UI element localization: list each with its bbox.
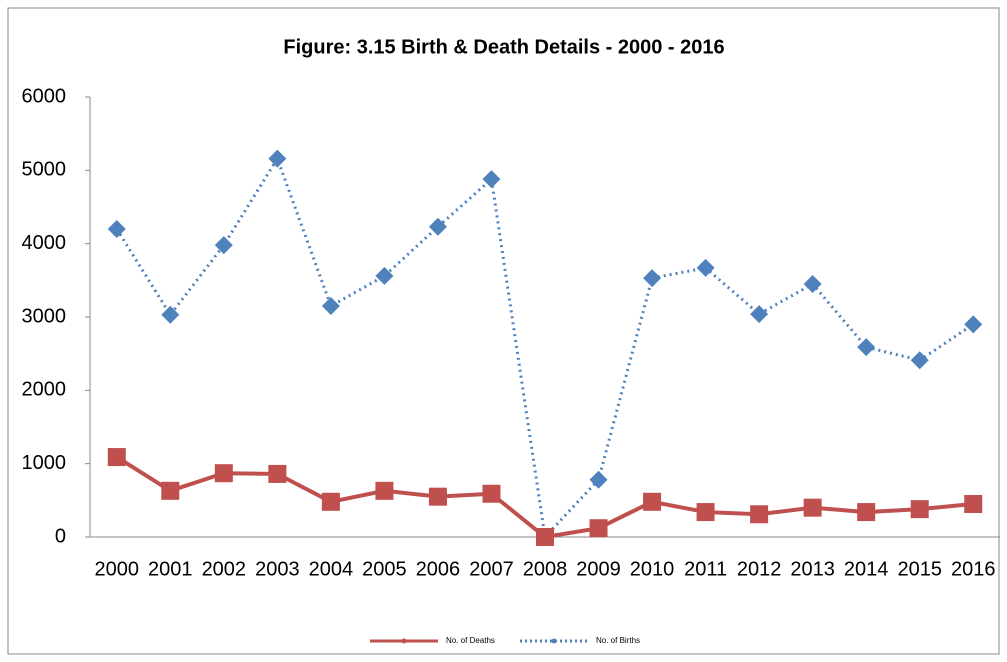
legend-label: No. of Births bbox=[596, 636, 640, 645]
x-tick-label: 2011 bbox=[684, 558, 727, 580]
x-tick-label: 2007 bbox=[469, 558, 514, 580]
point bbox=[910, 500, 929, 519]
point bbox=[750, 505, 769, 524]
y-tick-label: 1000 bbox=[22, 452, 67, 474]
y-tick-label: 0 bbox=[55, 525, 66, 547]
x-tick-label: 2005 bbox=[362, 558, 407, 580]
x-tick-label: 2012 bbox=[737, 558, 782, 580]
point bbox=[589, 519, 608, 538]
point bbox=[643, 492, 662, 511]
point bbox=[161, 305, 180, 324]
legend-label: No. of Deaths bbox=[446, 636, 495, 645]
point bbox=[375, 266, 394, 285]
point bbox=[107, 220, 126, 238]
point bbox=[482, 170, 501, 189]
x-tick-label: 2006 bbox=[416, 558, 461, 580]
point bbox=[696, 503, 715, 522]
point bbox=[107, 448, 126, 467]
x-tick-label: 2010 bbox=[630, 558, 675, 580]
point bbox=[589, 470, 608, 489]
x-tick-label: 2009 bbox=[576, 558, 621, 580]
x-tick-label: 2008 bbox=[523, 558, 568, 580]
legend-marker bbox=[551, 638, 557, 644]
x-tick-label: 2000 bbox=[95, 558, 140, 580]
x-tick-label: 2001 bbox=[148, 558, 193, 580]
legend-marker bbox=[401, 638, 407, 644]
x-tick-label: 2002 bbox=[202, 558, 247, 580]
point bbox=[428, 217, 447, 236]
point bbox=[857, 338, 876, 357]
x-tick-label: 2015 bbox=[897, 558, 942, 580]
y-tick-label: 5000 bbox=[22, 159, 67, 181]
point bbox=[375, 481, 394, 500]
x-tick-label: 2014 bbox=[844, 558, 889, 580]
point bbox=[482, 484, 501, 503]
point bbox=[910, 351, 929, 370]
point bbox=[268, 149, 287, 168]
y-tick-label: 2000 bbox=[22, 379, 67, 401]
point bbox=[643, 269, 662, 288]
point bbox=[536, 528, 554, 546]
point bbox=[214, 464, 233, 483]
x-tick-label: 2004 bbox=[309, 558, 354, 580]
point bbox=[428, 487, 447, 506]
point bbox=[964, 495, 983, 513]
y-tick-label: 3000 bbox=[22, 305, 67, 327]
point bbox=[857, 503, 876, 522]
point bbox=[268, 464, 287, 483]
point bbox=[964, 315, 983, 334]
point bbox=[803, 498, 822, 517]
chart-title: Figure: 3.15 Birth & Death Details - 200… bbox=[283, 36, 724, 58]
y-tick-label: 6000 bbox=[22, 85, 67, 107]
point bbox=[750, 305, 769, 324]
point bbox=[321, 492, 340, 511]
x-tick-label: 2013 bbox=[790, 558, 835, 580]
point bbox=[696, 258, 715, 277]
point bbox=[321, 297, 340, 315]
point bbox=[214, 236, 233, 255]
x-tick-label: 2016 bbox=[951, 558, 996, 580]
point bbox=[803, 275, 822, 293]
x-tick-label: 2003 bbox=[255, 558, 300, 580]
point bbox=[161, 481, 180, 500]
y-tick-label: 4000 bbox=[22, 232, 67, 254]
chart-border bbox=[7, 7, 1000, 655]
